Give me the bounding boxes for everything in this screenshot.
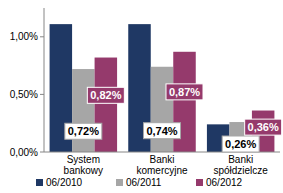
data-label-box bbox=[87, 87, 124, 103]
legend-swatch bbox=[196, 179, 203, 186]
x-tick-label: Systembankowy bbox=[64, 154, 103, 176]
y-tick bbox=[40, 152, 44, 153]
legend-label: 06/2010 bbox=[46, 177, 83, 188]
data-label: 0,74% bbox=[146, 125, 177, 137]
data-label-box bbox=[222, 136, 259, 152]
data-label: 0,72% bbox=[68, 125, 99, 137]
legend: 06/2010 06/2011 06/2012 bbox=[36, 177, 243, 188]
x-tick-label: Bankikomercyjne bbox=[136, 154, 188, 176]
chart: 0,00% 0,50% 1,00% 0,72% 0,74% 0,26% 0,82% 0,87%… bbox=[0, 0, 283, 193]
legend-swatch bbox=[116, 179, 123, 186]
data-label-box bbox=[144, 123, 181, 139]
y-tick bbox=[40, 94, 44, 95]
bar bbox=[151, 67, 174, 152]
data-label: 0,36% bbox=[248, 121, 279, 133]
bars bbox=[50, 24, 275, 152]
y-axis bbox=[44, 8, 45, 152]
data-labels: 0,72% 0,74% 0,26% 0,82% 0,87% 0,36% bbox=[65, 84, 282, 152]
legend-label: 06/2012 bbox=[206, 177, 243, 188]
y-tick-label: 1,00% bbox=[10, 31, 38, 42]
data-label-box bbox=[65, 123, 102, 139]
data-label-box bbox=[245, 119, 282, 135]
y-tick-label: 0,00% bbox=[10, 147, 38, 158]
y-tick bbox=[40, 36, 44, 37]
data-label: 0,82% bbox=[90, 89, 121, 101]
data-label-box bbox=[166, 84, 203, 100]
data-label: 0,26% bbox=[225, 138, 256, 150]
data-label: 0,87% bbox=[169, 86, 200, 98]
y-tick-label: 0,50% bbox=[10, 89, 38, 100]
x-tick-label: Bankispółdzielcze bbox=[213, 154, 268, 176]
legend-label: 06/2011 bbox=[126, 177, 162, 188]
legend-swatch bbox=[36, 179, 43, 186]
